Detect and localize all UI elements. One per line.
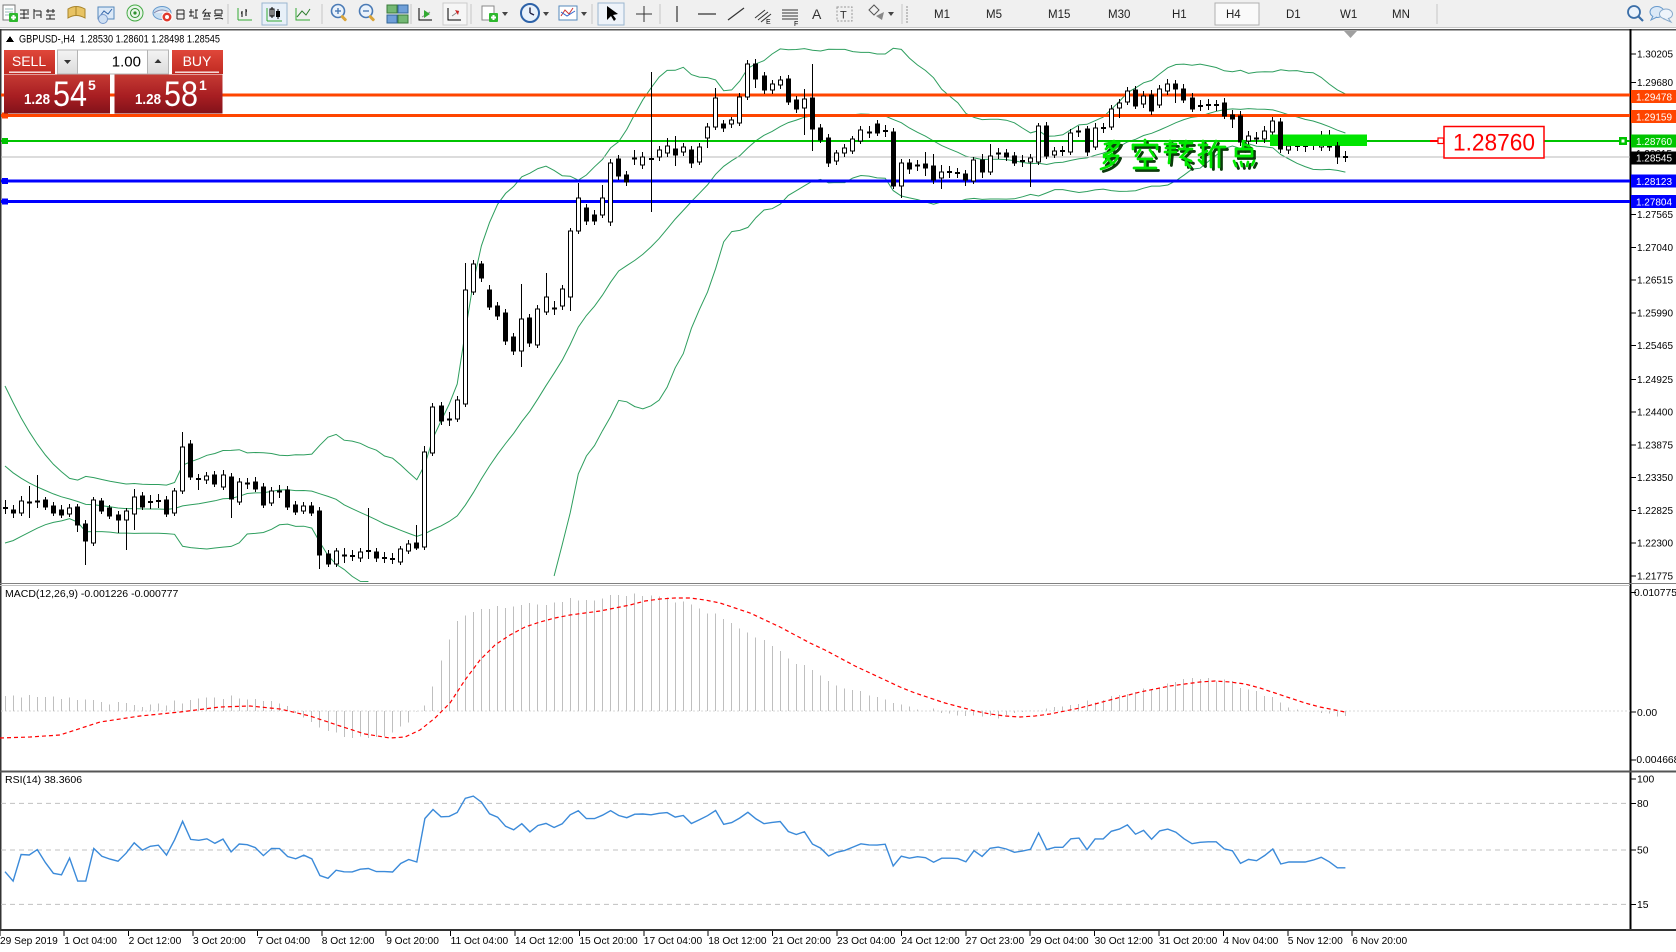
svg-text:1.28545: 1.28545: [1636, 154, 1672, 165]
svg-text:50: 50: [1637, 846, 1649, 857]
svg-text:MN: MN: [1392, 9, 1410, 21]
svg-text:RSI(14) 38.3606: RSI(14) 38.3606: [5, 774, 82, 786]
svg-text:1.29159: 1.29159: [1636, 112, 1672, 123]
svg-text:1.29478: 1.29478: [1636, 92, 1672, 103]
svg-text:6 Nov 20:00: 6 Nov 20:00: [1352, 936, 1407, 947]
svg-text:14 Oct 12:00: 14 Oct 12:00: [515, 936, 574, 947]
svg-text:80: 80: [1637, 799, 1649, 810]
svg-text:5 Nov 12:00: 5 Nov 12:00: [1288, 936, 1343, 947]
svg-text:23 Oct 04:00: 23 Oct 04:00: [837, 936, 896, 947]
svg-text:-0.004668: -0.004668: [1633, 755, 1676, 766]
svg-text:1.25990: 1.25990: [1637, 309, 1673, 320]
svg-text:1.21775: 1.21775: [1637, 571, 1673, 582]
svg-text:4 Nov 04:00: 4 Nov 04:00: [1223, 936, 1278, 947]
svg-text:100: 100: [1637, 775, 1654, 786]
svg-text:1.24925: 1.24925: [1637, 375, 1673, 386]
svg-text:15: 15: [1637, 900, 1649, 911]
svg-text:24 Oct 12:00: 24 Oct 12:00: [901, 936, 960, 947]
svg-text:1: 1: [199, 77, 207, 93]
svg-text:MACD(12,26,9) -0.001226 -0.000: MACD(12,26,9) -0.001226 -0.000777: [5, 588, 179, 600]
svg-text:1.30205: 1.30205: [1637, 50, 1673, 61]
svg-text:1.23875: 1.23875: [1637, 440, 1673, 451]
svg-text:0.00: 0.00: [1637, 708, 1657, 719]
svg-text:A: A: [812, 6, 822, 22]
svg-text:1.25465: 1.25465: [1637, 341, 1673, 352]
svg-text:9 Oct 20:00: 9 Oct 20:00: [386, 936, 439, 947]
svg-text:1 Oct 04:00: 1 Oct 04:00: [64, 936, 117, 947]
svg-text:1.28: 1.28: [24, 91, 50, 108]
svg-text:11 Oct 04:00: 11 Oct 04:00: [451, 936, 509, 947]
svg-text:H1: H1: [1172, 9, 1187, 21]
svg-text:1.27040: 1.27040: [1637, 243, 1673, 254]
svg-text:54: 54: [53, 75, 87, 114]
svg-text:18 Oct 12:00: 18 Oct 12:00: [708, 936, 767, 947]
svg-text:E: E: [766, 19, 771, 26]
svg-text:1.22300: 1.22300: [1637, 539, 1673, 550]
svg-text:30 Oct 12:00: 30 Oct 12:00: [1095, 936, 1154, 947]
svg-text:M1: M1: [934, 9, 950, 21]
svg-text:H4: H4: [1226, 9, 1241, 21]
svg-text:7 Oct 04:00: 7 Oct 04:00: [257, 936, 310, 947]
svg-text:1.28123: 1.28123: [1636, 177, 1672, 188]
svg-text:1.27804: 1.27804: [1636, 197, 1672, 208]
svg-text:1.00: 1.00: [112, 54, 141, 71]
svg-text:T: T: [840, 10, 847, 22]
svg-text:1.28760: 1.28760: [1636, 137, 1672, 148]
svg-text:0.010775: 0.010775: [1634, 588, 1676, 599]
svg-text:1.24400: 1.24400: [1637, 408, 1673, 419]
svg-text:F: F: [794, 21, 798, 28]
svg-text:3 Oct 20:00: 3 Oct 20:00: [193, 936, 246, 947]
svg-text:29 Sep 2019: 29 Sep 2019: [0, 936, 58, 947]
svg-text:17 Oct 04:00: 17 Oct 04:00: [644, 936, 703, 947]
svg-text:1.27565: 1.27565: [1637, 210, 1673, 221]
svg-text:D1: D1: [1286, 9, 1301, 21]
svg-text:1.28: 1.28: [135, 91, 161, 108]
svg-text:1.28760: 1.28760: [1453, 130, 1535, 157]
svg-text:58: 58: [164, 75, 198, 114]
svg-text:SELL: SELL: [12, 53, 46, 69]
svg-text:BUY: BUY: [183, 53, 212, 69]
svg-text:27 Oct 23:00: 27 Oct 23:00: [966, 936, 1025, 947]
svg-text:M30: M30: [1108, 9, 1130, 21]
svg-text:1.22825: 1.22825: [1637, 506, 1673, 517]
svg-text:8 Oct 12:00: 8 Oct 12:00: [322, 936, 375, 947]
svg-text:W1: W1: [1340, 9, 1357, 21]
svg-text:21 Oct 20:00: 21 Oct 20:00: [773, 936, 832, 947]
svg-text:1.23350: 1.23350: [1637, 473, 1673, 484]
svg-text:29 Oct 04:00: 29 Oct 04:00: [1030, 936, 1089, 947]
svg-text:GBPUSD-,H4 1.28530 1.28601 1.: GBPUSD-,H4 1.28530 1.28601 1.28498 1.285…: [19, 34, 220, 46]
svg-text:1.29680: 1.29680: [1637, 78, 1673, 89]
svg-text:15 Oct 20:00: 15 Oct 20:00: [579, 936, 638, 947]
svg-text:1.26515: 1.26515: [1637, 276, 1673, 287]
svg-text:2 Oct 12:00: 2 Oct 12:00: [129, 936, 182, 947]
svg-text:5: 5: [88, 77, 96, 93]
svg-text:M5: M5: [986, 9, 1002, 21]
svg-text:31 Oct 20:00: 31 Oct 20:00: [1159, 936, 1218, 947]
svg-text:M15: M15: [1048, 9, 1070, 21]
